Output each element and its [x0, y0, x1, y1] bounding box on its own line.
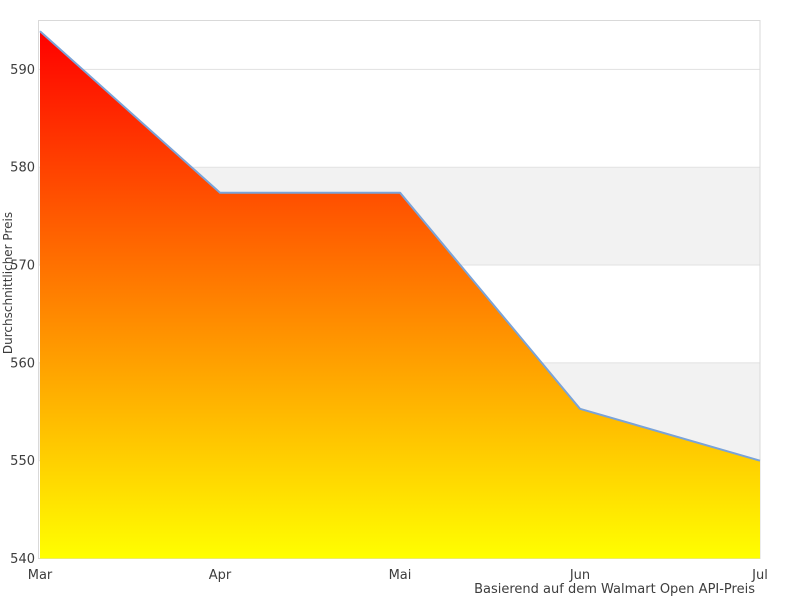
chart-subtitle: Basierend auf dem Walmart Open API-Preis [474, 582, 755, 597]
series-area[interactable] [40, 31, 760, 559]
x-tick-label: Mar [28, 568, 53, 583]
y-tick-label: 550 [10, 454, 35, 469]
y-tick-label: 590 [10, 63, 35, 78]
y-tick-label: 580 [10, 161, 35, 176]
x-tick-label: Mai [389, 568, 412, 583]
series-line [39, 30, 761, 462]
x-tick-label: Apr [209, 568, 232, 583]
x-tick-label: Jun [569, 568, 590, 583]
y-axis-title: Durchschnittlicher Preis [1, 212, 15, 354]
y-tick-label: 560 [10, 356, 35, 371]
x-axis-labels: Mar Apr Mai Jun Jul [28, 568, 768, 583]
y-axis-labels: 540 550 560 570 580 590 [10, 63, 35, 567]
y-tick-label: 570 [10, 259, 35, 274]
y-tick-label: 540 [10, 552, 35, 567]
x-tick-label: Jul [751, 568, 768, 583]
